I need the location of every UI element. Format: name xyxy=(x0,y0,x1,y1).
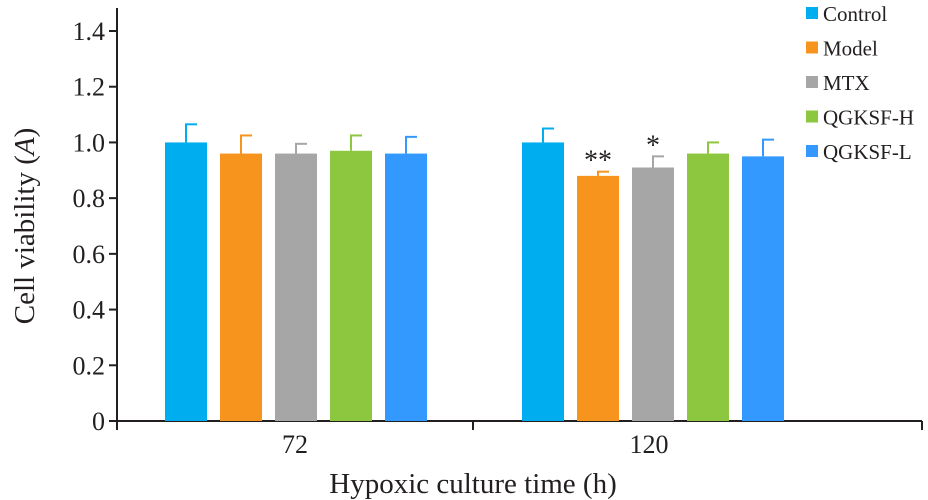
y-axis-title-prefix: Cell viability ( xyxy=(9,155,41,324)
y-axis-title-var: A xyxy=(9,137,41,157)
bar-mtx-120 xyxy=(632,167,674,421)
y-axis-title: Cell viability (A) xyxy=(9,128,41,325)
legend: Control Model MTX QGKSF-H QGKSF-L xyxy=(806,2,914,164)
significance-marker: * xyxy=(646,130,660,161)
y-tick-label: 0.6 xyxy=(73,240,106,269)
y-tick-label: 1.4 xyxy=(73,17,106,46)
y-tick-label: 0.4 xyxy=(73,296,106,325)
y-ticks: 0 0.2 0.4 0.6 0.8 1.0 1.2 1.4 xyxy=(73,17,117,436)
y-tick-label: 0.2 xyxy=(73,351,106,380)
y-tick-label: 0.8 xyxy=(73,184,106,213)
bar-control-72 xyxy=(165,142,207,421)
legend-label: QGKSF-H xyxy=(823,106,914,130)
legend-swatch xyxy=(806,145,818,157)
legend-swatch xyxy=(806,76,818,88)
significance-marker: ** xyxy=(584,146,612,177)
bar-qgksf-h-120 xyxy=(687,153,729,422)
legend-label: Model xyxy=(823,37,878,61)
legend-label: Control xyxy=(823,2,887,26)
legend-swatch xyxy=(806,41,818,54)
bar-qgksf-h-72 xyxy=(330,150,372,422)
bars: ** * xyxy=(165,123,784,422)
bar-qgksf-l-120 xyxy=(742,156,784,421)
x-axis-title: Hypoxic culture time (h) xyxy=(329,468,617,500)
legend-swatch xyxy=(806,7,818,19)
legend-label: QGKSF-L xyxy=(823,140,912,164)
x-ticks: 72 120 xyxy=(116,421,923,459)
x-tick-label: 120 xyxy=(630,430,669,459)
bar-qgksf-l-72 xyxy=(385,153,427,422)
bar-mtx-72 xyxy=(275,153,317,422)
y-tick-label: 0 xyxy=(92,407,105,436)
legend-label: MTX xyxy=(823,71,870,95)
bar-model-120 xyxy=(577,175,619,421)
x-tick-label: 72 xyxy=(282,430,308,459)
legend-swatch xyxy=(806,110,818,123)
y-axis-title-suffix: ) xyxy=(9,128,41,138)
y-tick-label: 1.0 xyxy=(73,128,106,157)
bar-control-120 xyxy=(522,142,564,421)
y-tick-label: 1.2 xyxy=(73,73,106,102)
bar-model-72 xyxy=(220,153,262,422)
